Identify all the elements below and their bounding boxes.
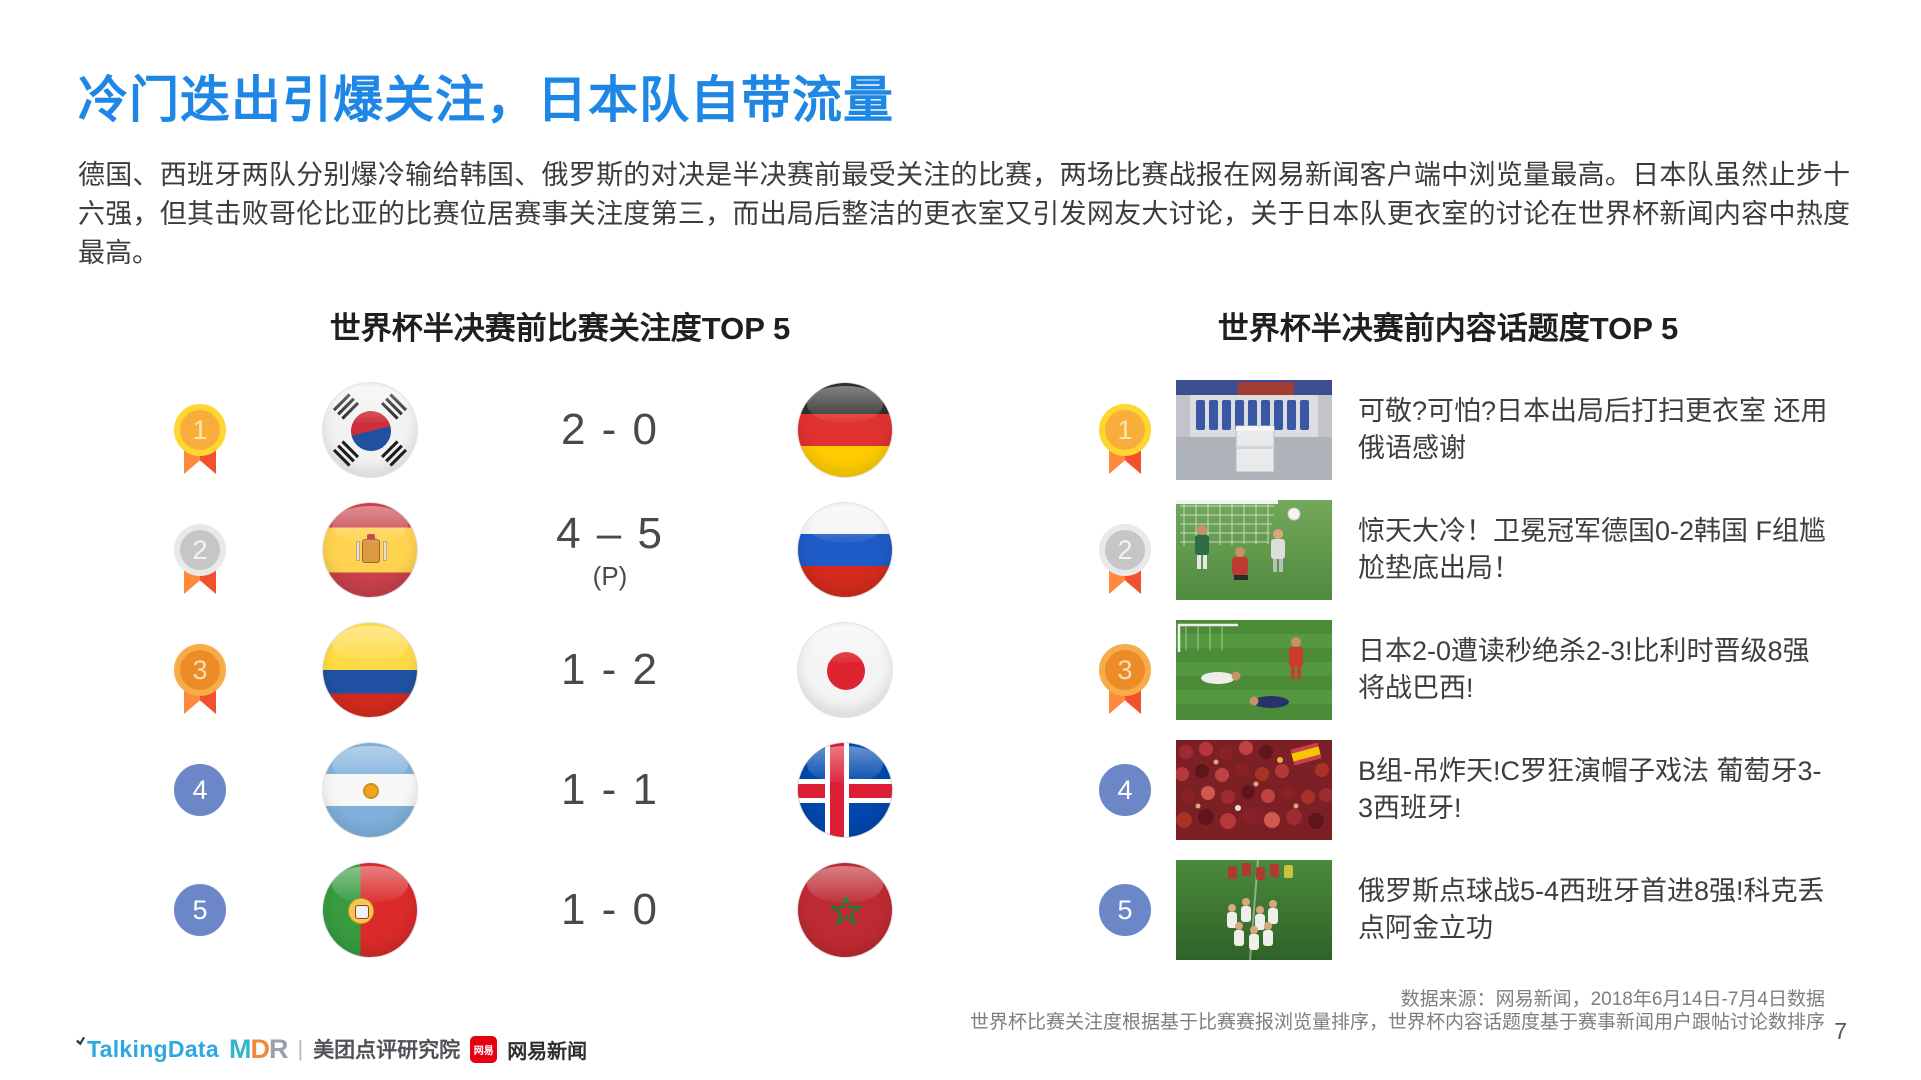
topic-row-5: 5	[1090, 850, 1870, 970]
flag-portugal-icon	[322, 862, 418, 958]
topic-row-4: 4	[1090, 730, 1870, 850]
netease-badge-icon: 网易	[470, 1035, 498, 1063]
topic-headline: 惊天大冷！卫冕冠军德国0-2韩国 F组尴尬垫底出局！	[1358, 516, 1827, 583]
meituan-dianping-institute-label: 美团点评研究院	[313, 1039, 461, 1062]
match-row-4: 4 1 - 1	[0, 730, 960, 850]
mdr-logo: MDR	[228, 1033, 288, 1064]
rank-number: 5	[1099, 884, 1151, 936]
bronze-medal-icon: 3	[173, 644, 227, 714]
topic-headline: 可敬?可怕?日本出局后打扫更衣室 还用俄语感谢	[1358, 396, 1828, 463]
topic-headline: 日本2-0遭读秒绝杀2-3!比利时晋级8强将战巴西!	[1358, 636, 1810, 703]
match-score: 4 – 5 (P)	[556, 508, 664, 591]
data-source-line-2: 世界杯比赛关注度根据基于比赛赛报浏览量排序，世界杯内容话题度基于赛事新闻用户跟帖…	[969, 1012, 1825, 1033]
topic-headline: 俄罗斯点球战5-4西班牙首进8强!科克丢点阿金立功	[1358, 876, 1825, 943]
flag-morocco-icon	[797, 862, 893, 958]
portugal-spain-fans-photo	[1176, 740, 1332, 840]
flag-argentina-icon	[322, 742, 418, 838]
match-score: 1 - 1	[560, 765, 660, 814]
match-ranking-title: 世界杯半决赛前比赛关注度TOP 5	[329, 311, 791, 346]
talkingdata-logo: TalkingData	[76, 1036, 219, 1063]
page-number: 7	[1834, 1018, 1847, 1044]
match-row-3: 3 1 - 2	[0, 610, 960, 730]
silver-medal-icon: 2	[1098, 524, 1152, 594]
flag-russia-icon	[797, 502, 893, 598]
rank-badge: 5	[173, 884, 227, 936]
rank-number: 2	[1099, 524, 1151, 576]
rank-number: 1	[174, 404, 226, 456]
talkingdata-wordmark: TalkingData	[87, 1035, 219, 1062]
flag-japan-icon	[797, 622, 893, 718]
netease-news-label: 网易新闻	[507, 1040, 588, 1063]
topic-row-2: 2	[1090, 490, 1870, 610]
flag-south-korea-icon	[322, 382, 418, 478]
silver-medal-icon: 2	[173, 524, 227, 594]
footer-logos: TalkingData MDR | 美团点评研究院 网易 网易新闻	[76, 1034, 587, 1064]
rank-badge: 4	[173, 764, 227, 816]
match-row-5: 5 1 - 0	[0, 850, 960, 970]
match-score: 1 - 2	[560, 645, 660, 694]
topic-ranking-title: 世界杯半决赛前内容话题度TOP 5	[1217, 311, 1679, 346]
data-source-line-1: 数据来源：网易新闻，2018年6月14日-7月4日数据	[1400, 989, 1825, 1010]
gold-medal-icon: 1	[173, 404, 227, 474]
rank-number: 3	[174, 644, 226, 696]
flag-iceland-icon	[797, 742, 893, 838]
rank-number: 4	[1099, 764, 1151, 816]
data-source-note: 数据来源：网易新闻，2018年6月14日-7月4日数据 世界杯比赛关注度根据基于…	[970, 988, 1825, 1034]
match-score: 2 - 0	[560, 405, 660, 454]
intro-paragraph: 德国、西班牙两队分别爆冷输给韩国、俄罗斯的对决是半决赛前最受关注的比赛，两场比赛…	[78, 160, 1850, 268]
japan-locker-room-photo	[1176, 380, 1332, 480]
topic-row-1: 1	[1090, 370, 1870, 490]
flag-colombia-icon	[322, 622, 418, 718]
rank-badge: 5	[1098, 884, 1152, 936]
germany-korea-match-photo	[1176, 500, 1332, 600]
match-ranking-list: 1 2 - 0 2 4 – 5	[0, 370, 960, 970]
page-title: 冷门迭出引爆关注，日本队自带流量	[78, 72, 894, 128]
rank-number: 1	[1099, 404, 1151, 456]
gold-medal-icon: 1	[1098, 404, 1152, 474]
match-row-2: 2 4 – 5 (P)	[0, 490, 960, 610]
rank-number: 5	[174, 884, 226, 936]
rank-badge: 4	[1098, 764, 1152, 816]
russia-celebration-photo	[1176, 860, 1332, 960]
talkingdata-tick-icon	[76, 1036, 85, 1046]
match-score: 1 - 0	[560, 885, 660, 934]
rank-number: 2	[174, 524, 226, 576]
rank-number: 3	[1099, 644, 1151, 696]
flag-spain-icon	[322, 502, 418, 598]
flag-germany-icon	[797, 382, 893, 478]
topic-row-3: 3	[1090, 610, 1870, 730]
topic-ranking-list: 1	[1090, 370, 1870, 970]
match-row-1: 1 2 - 0	[0, 370, 960, 490]
japan-belgium-match-photo	[1176, 620, 1332, 720]
rank-number: 4	[174, 764, 226, 816]
logo-divider: |	[297, 1036, 304, 1061]
topic-headline: B组-吊炸天!C罗狂演帽子戏法 葡萄牙3-3西班牙!	[1358, 756, 1822, 823]
bronze-medal-icon: 3	[1098, 644, 1152, 714]
